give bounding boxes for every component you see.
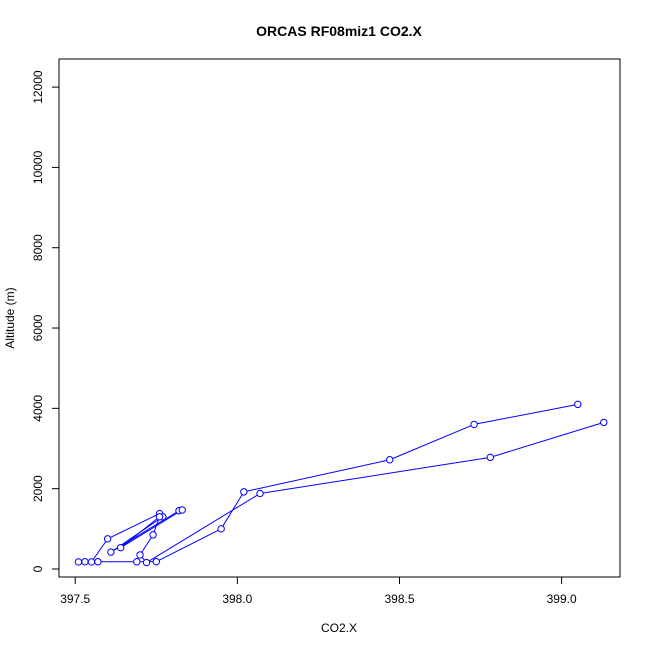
series-line-segment (473, 403, 578, 425)
series-line-segment (120, 509, 183, 549)
series-line-segment (120, 516, 160, 549)
chart-title: ORCAS RF08miz1 CO2.X (256, 23, 422, 39)
x-tick-label: 398.0 (222, 592, 252, 606)
series-lines (78, 403, 604, 563)
data-point (133, 558, 141, 566)
y-axis: 0 2000 4000 6000 8000 10000 12000 (31, 70, 60, 572)
data-point (87, 558, 96, 566)
data-point (178, 506, 186, 514)
x-tick-label: 398.5 (384, 592, 414, 606)
series-line-segment (389, 423, 475, 461)
data-point (470, 420, 478, 429)
data-point (81, 558, 89, 566)
y-tick-label: 6000 (31, 314, 45, 341)
series-line-segment (259, 456, 491, 494)
data-point (155, 513, 164, 521)
x-tick-label: 397.5 (60, 592, 90, 606)
series-points (74, 400, 608, 567)
y-tick-label: 2000 (31, 475, 45, 502)
data-point (136, 551, 144, 559)
series-line-segment (490, 421, 604, 458)
y-tick-label: 0 (31, 565, 45, 572)
x-tick-label: 399.0 (547, 592, 577, 606)
data-point (152, 558, 160, 566)
data-point (386, 456, 394, 464)
data-point (240, 488, 248, 496)
series-line-segment (243, 459, 390, 493)
series-line-segment (156, 528, 222, 563)
data-point (103, 535, 112, 543)
series-line-segment (91, 538, 109, 563)
series-line-segment (107, 513, 160, 540)
y-tick-label: 8000 (31, 234, 45, 261)
y-tick-label: 10000 (31, 150, 45, 184)
y-tick-label: 12000 (31, 70, 45, 104)
data-point (486, 453, 494, 462)
x-axis: 397.5 398.0 398.5 399.0 (60, 576, 577, 606)
data-point (574, 400, 582, 409)
data-point (256, 489, 264, 498)
data-point (74, 558, 83, 566)
data-point (107, 548, 115, 556)
data-point (149, 531, 157, 539)
data-point (142, 558, 151, 567)
series-line-segment (139, 534, 154, 556)
plot-frame (58, 58, 621, 578)
data-point (116, 543, 125, 552)
data-point (217, 525, 225, 533)
series-line-segment (146, 493, 261, 563)
x-axis-label: CO2.X (321, 621, 357, 635)
y-tick-label: 4000 (31, 395, 45, 422)
data-point (94, 558, 102, 566)
y-axis-label: Altitude (m) (3, 287, 17, 348)
data-point (600, 418, 608, 427)
